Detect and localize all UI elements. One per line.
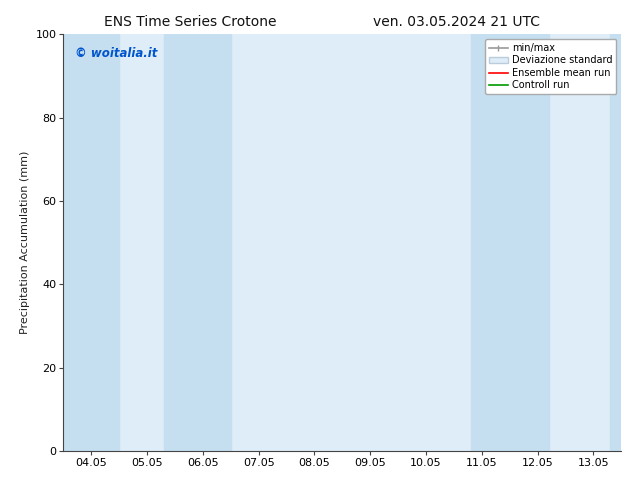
Bar [470, 34, 549, 451]
Legend: min/max, Deviazione standard, Ensemble mean run, Controll run: min/max, Deviazione standard, Ensemble m… [485, 39, 616, 94]
Text: © woitalia.it: © woitalia.it [75, 47, 157, 60]
Y-axis label: Precipitation Accumulation (mm): Precipitation Accumulation (mm) [20, 151, 30, 334]
Bar [610, 34, 634, 451]
Text: ven. 03.05.2024 21 UTC: ven. 03.05.2024 21 UTC [373, 15, 540, 29]
Bar [63, 34, 119, 451]
Text: ENS Time Series Crotone: ENS Time Series Crotone [104, 15, 276, 29]
Bar [164, 34, 231, 451]
